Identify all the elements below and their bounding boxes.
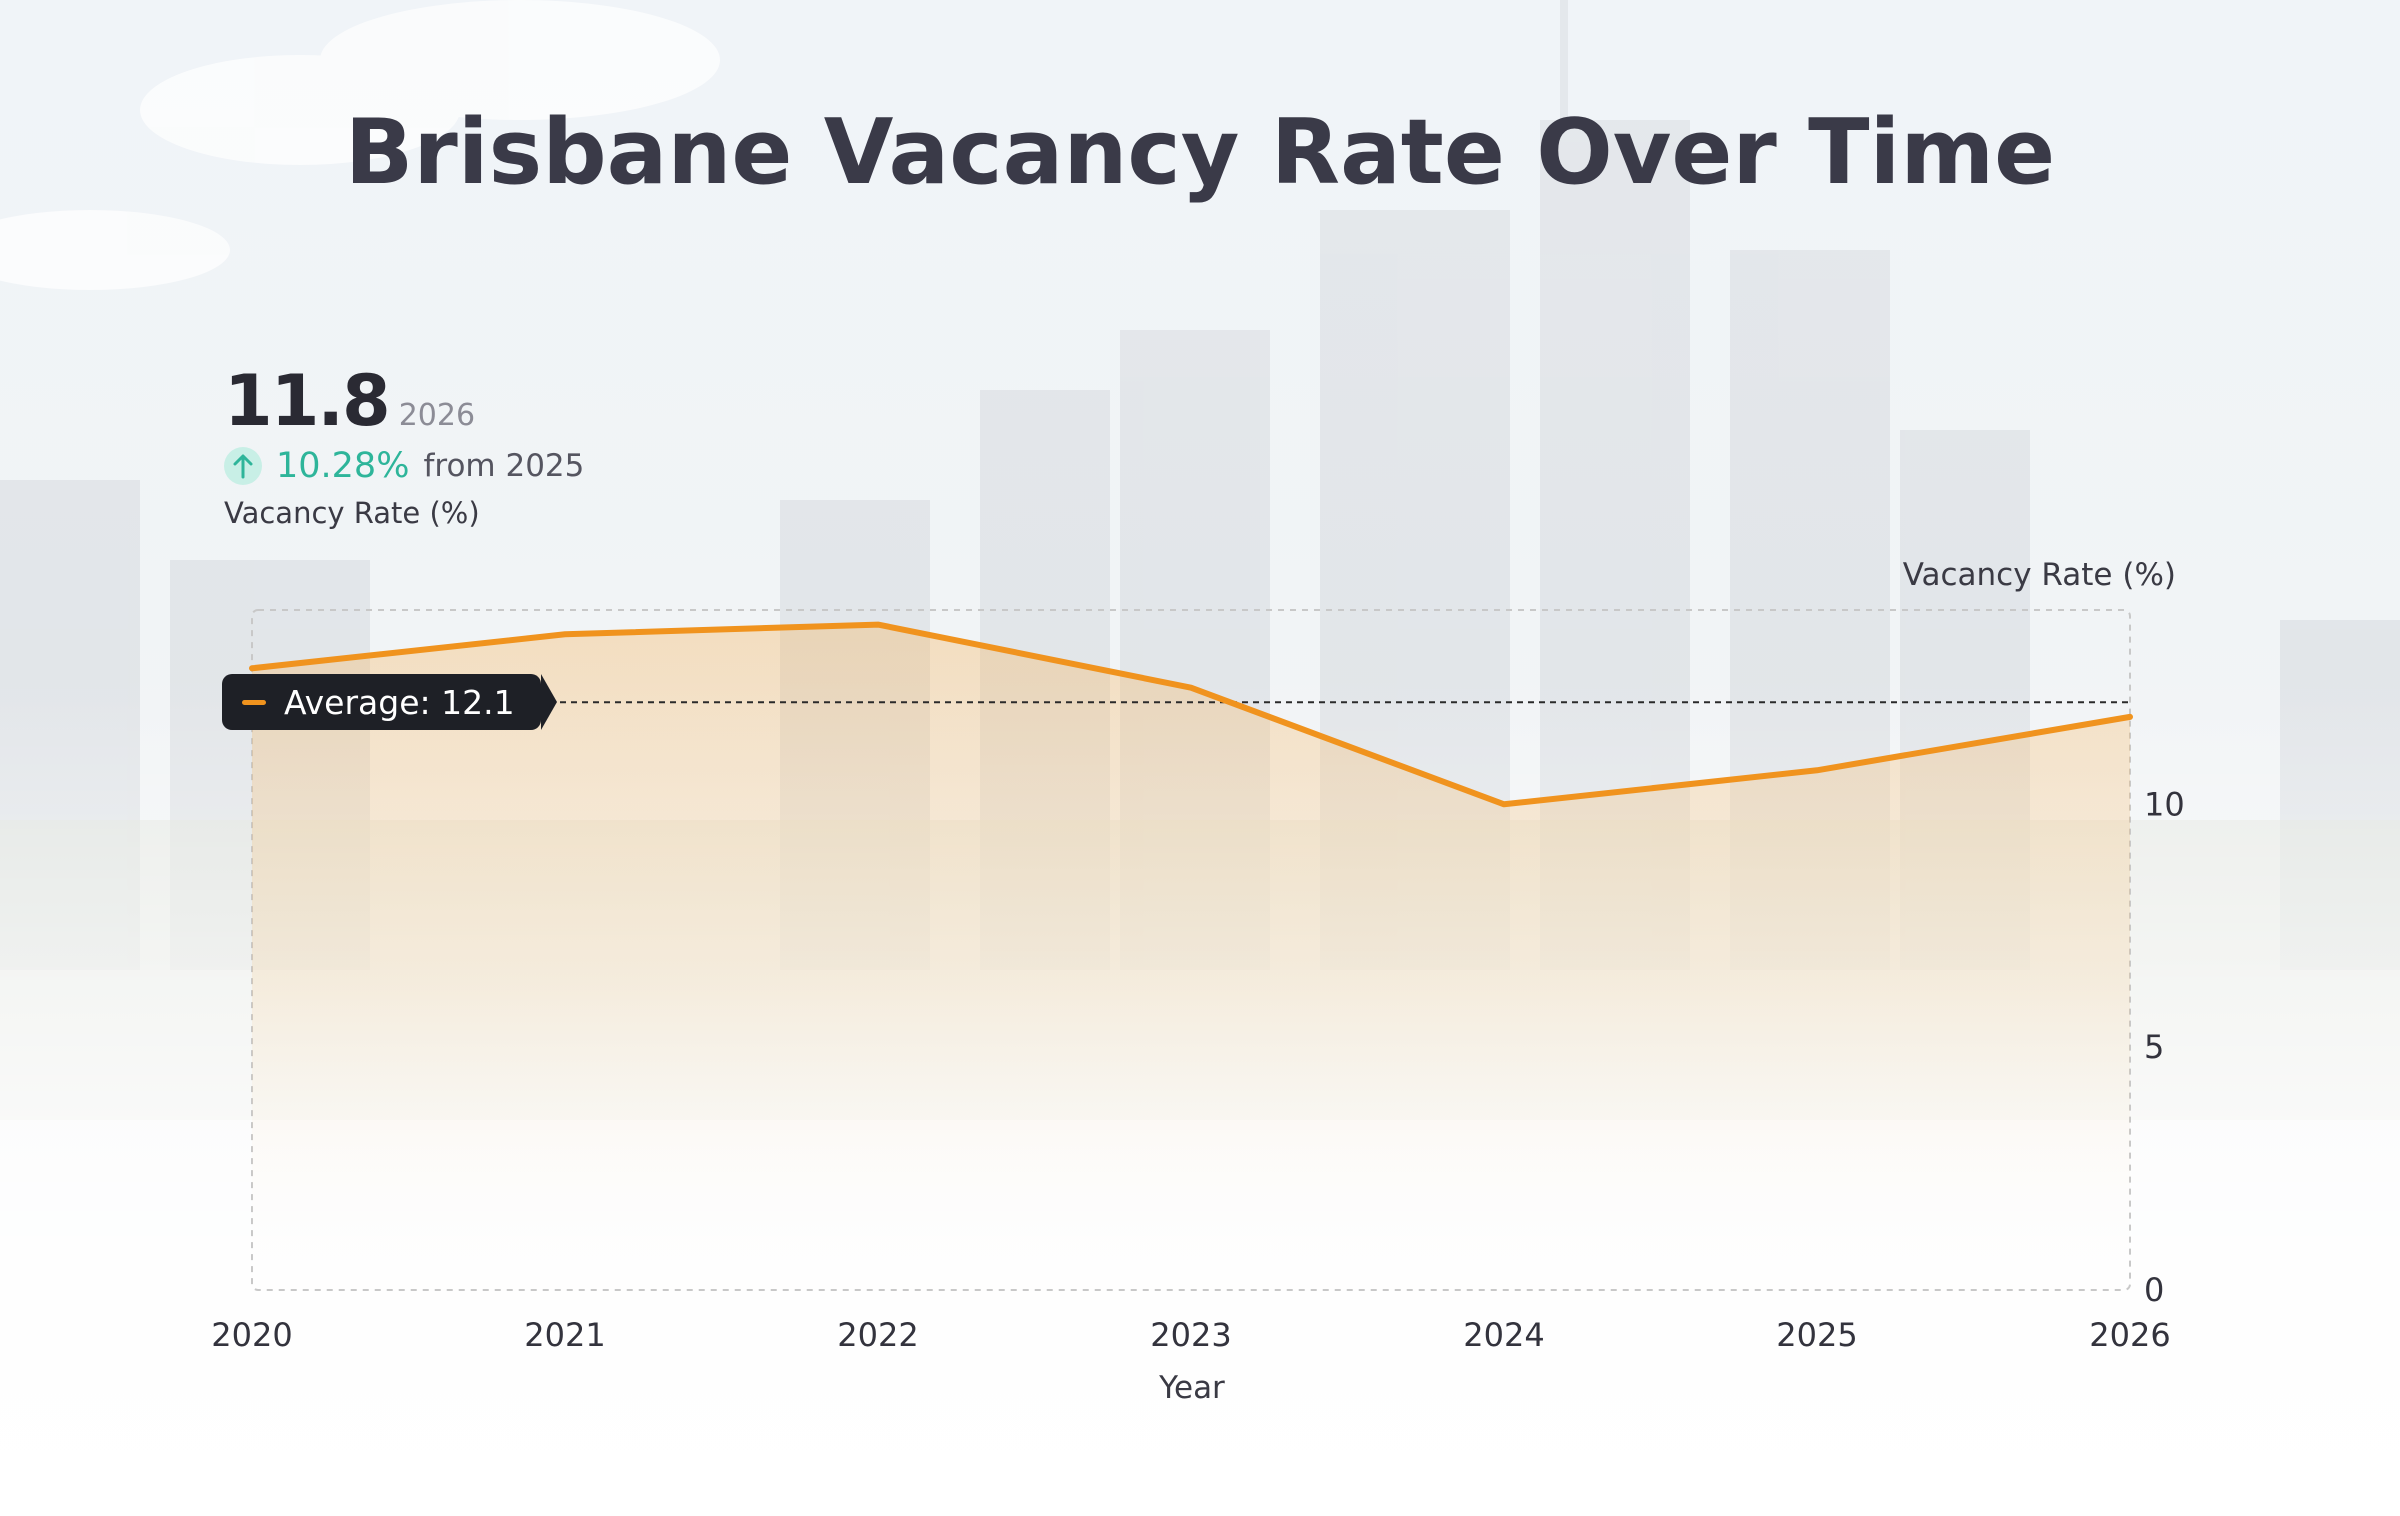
x-axis: 2020 2021 2022 2023 2024 2025 2026 — [211, 1316, 2170, 1354]
y-tick-label: 0 — [2144, 1271, 2164, 1309]
kpi-metric-label: Vacancy Rate (%) — [224, 496, 480, 530]
series-area-fill — [252, 624, 2130, 1290]
kpi-value: 11.8 — [224, 360, 391, 442]
x-axis-label: Year — [1158, 1370, 1225, 1406]
kpi-year: 2026 — [398, 398, 476, 433]
y-axis: 0 5 10 — [2144, 785, 2185, 1309]
chart-title: Brisbane Vacancy Rate Over Time — [344, 100, 2056, 205]
x-tick-label: 2020 — [211, 1316, 292, 1354]
y-tick-label: 5 — [2144, 1028, 2164, 1066]
x-tick-label: 2023 — [1150, 1316, 1231, 1354]
x-tick-label: 2024 — [1463, 1316, 1544, 1354]
average-label: Average: 12.1 — [284, 682, 515, 722]
kpi-change-suffix: from 2025 — [423, 448, 585, 484]
legend-swatch — [242, 699, 266, 705]
kpi-summary: 11.8 2026 10.28% from 2025 Vacancy Rate (… — [224, 360, 584, 530]
series-line — [249, 621, 2133, 808]
y-tick-label: 10 — [2144, 785, 2185, 823]
x-tick-label: 2026 — [2089, 1316, 2170, 1354]
arrow-up-icon — [224, 447, 262, 485]
x-tick-label: 2021 — [524, 1316, 605, 1354]
average-badge: Average: 12.1 — [222, 674, 557, 731]
kpi-change: 10.28% — [276, 446, 410, 486]
x-tick-label: 2022 — [837, 1316, 918, 1354]
y-axis-label: Vacancy Rate (%) — [1903, 557, 2176, 593]
x-tick-label: 2025 — [1776, 1316, 1857, 1354]
